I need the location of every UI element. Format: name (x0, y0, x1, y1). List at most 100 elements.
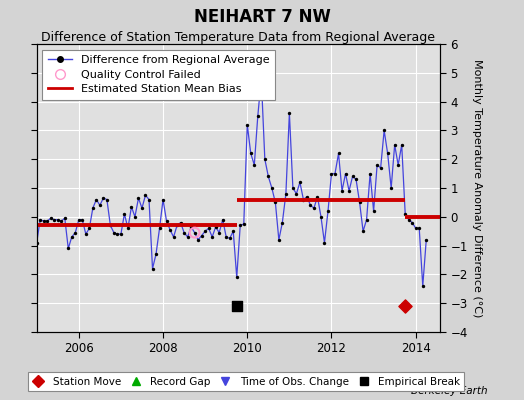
Point (352, 176, 360, 182)
Point (236, 222, 244, 229)
Point (373, 162, 381, 168)
Point (411, 225, 420, 232)
Point (264, 173, 272, 180)
Point (313, 194, 322, 200)
Point (92, 196, 101, 203)
Point (275, 237, 283, 243)
Point (82, 231, 90, 237)
Point (215, 230, 223, 236)
Point (74, 216, 83, 223)
Point (148, 266, 157, 272)
Point (408, 219, 417, 226)
Text: Berkeley Earth: Berkeley Earth (411, 386, 487, 396)
Point (303, 194, 311, 200)
Point (366, 170, 374, 177)
Point (338, 188, 346, 194)
Point (187, 224, 195, 230)
Point (138, 205, 146, 211)
Title: Difference of Station Temperature Data from Regional Average: Difference of Station Temperature Data f… (41, 31, 435, 44)
Point (415, 225, 423, 232)
Point (106, 222, 115, 229)
Point (68, 234, 76, 240)
Point (131, 214, 139, 220)
Point (260, 156, 269, 162)
Point (278, 219, 287, 226)
Point (201, 228, 210, 234)
Point (317, 214, 325, 220)
Point (110, 230, 118, 236)
Point (233, 303, 241, 309)
Point (53, 216, 62, 223)
Point (401, 211, 409, 217)
Point (401, 303, 409, 309)
Point (190, 230, 199, 236)
Point (194, 237, 202, 243)
Point (299, 196, 308, 203)
Point (219, 216, 227, 223)
Point (64, 245, 72, 252)
Point (57, 218, 66, 224)
Point (257, 75, 266, 82)
Point (331, 170, 339, 177)
Point (324, 208, 332, 214)
Point (422, 237, 430, 243)
Point (78, 216, 86, 223)
Point (50, 216, 59, 223)
Point (369, 208, 378, 214)
Point (292, 190, 301, 197)
Point (243, 122, 252, 128)
Point (183, 234, 192, 240)
Point (405, 216, 413, 223)
Point (71, 230, 80, 236)
Point (250, 162, 258, 168)
Legend: Difference from Regional Average, Quality Control Failed, Estimated Station Mean: Difference from Regional Average, Qualit… (42, 50, 275, 100)
Point (155, 225, 163, 232)
Point (363, 216, 371, 223)
Point (162, 218, 171, 224)
Point (306, 202, 314, 208)
Point (271, 199, 279, 206)
Point (32, 240, 41, 246)
Point (47, 215, 55, 222)
Point (398, 142, 406, 148)
Point (328, 170, 336, 177)
Point (39, 218, 48, 224)
Point (99, 195, 107, 201)
Point (89, 205, 97, 211)
Point (247, 150, 255, 157)
Point (141, 192, 150, 198)
Point (36, 216, 45, 223)
Point (390, 142, 399, 148)
Point (120, 211, 128, 217)
Point (341, 170, 350, 177)
Point (229, 228, 237, 234)
Point (190, 230, 199, 236)
Point (127, 204, 136, 210)
Point (320, 240, 329, 246)
Point (61, 215, 69, 222)
Point (124, 225, 132, 232)
Point (177, 219, 185, 226)
Point (85, 225, 93, 232)
Point (348, 173, 357, 180)
Point (180, 230, 188, 236)
Point (296, 179, 304, 186)
Point (166, 226, 174, 233)
Point (254, 113, 262, 119)
Point (212, 224, 220, 230)
Point (239, 221, 248, 227)
Point (282, 190, 290, 197)
Point (152, 251, 160, 258)
Point (384, 150, 392, 157)
Point (419, 283, 427, 289)
Point (285, 110, 293, 116)
Point (103, 196, 111, 203)
Point (96, 202, 104, 208)
Point (173, 222, 181, 229)
Point (394, 162, 402, 168)
Point (233, 274, 241, 280)
Point (268, 185, 276, 191)
Point (145, 196, 153, 203)
Point (134, 195, 143, 201)
Point (169, 234, 178, 240)
